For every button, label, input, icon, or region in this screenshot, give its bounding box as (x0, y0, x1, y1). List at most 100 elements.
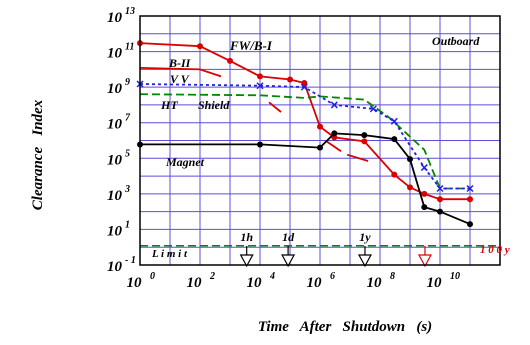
data-point (331, 130, 338, 137)
data-point (287, 76, 293, 83)
x-tick-exponent: 10 (450, 271, 460, 282)
x-tick-exponent: 8 (390, 271, 395, 282)
time-marker-label: 1h (240, 230, 253, 244)
series-layer (136, 40, 500, 247)
series-line-vv (139, 83, 470, 190)
series-b2 (139, 67, 222, 78)
fw-b1-label: FW/B-I (229, 38, 273, 53)
x-tick-exponent: 2 (209, 271, 215, 282)
data-point (257, 73, 263, 80)
y-tick-label: 10 (107, 259, 123, 275)
data-point (467, 221, 473, 228)
y-tick-label: 10 (107, 46, 123, 62)
y-tick-exponent: 13 (125, 6, 135, 17)
time-marker-label: 1d (282, 230, 295, 244)
y-tick-label: 10 (107, 10, 123, 26)
data-point (391, 171, 398, 178)
y-tick-exponent: - 1 (125, 255, 136, 266)
series-b2_segments3 (346, 153, 369, 162)
data-point (330, 101, 338, 109)
x-tick-exponent: 4 (269, 271, 275, 282)
data-point (391, 136, 398, 143)
vv-label: V V (170, 72, 190, 86)
data-point (420, 164, 428, 172)
series-line-b2_segments2 (324, 139, 342, 152)
series-line-magnet (140, 132, 471, 225)
data-point-stroke (300, 83, 308, 91)
data-point (407, 184, 413, 191)
time-marker-arrow (239, 254, 254, 268)
data-point-stroke (330, 101, 338, 109)
data-point (361, 138, 368, 145)
data-point-stroke (256, 82, 264, 90)
time-marker-arrow (417, 254, 432, 268)
series-b2_segments2 (324, 139, 342, 152)
shield-label: Shield (198, 98, 230, 112)
data-point (421, 204, 428, 211)
y-tick-label: 10 (107, 223, 123, 239)
ht-label: HT (160, 98, 178, 112)
grid (139, 15, 501, 266)
data-point (436, 184, 444, 193)
data-point (369, 105, 377, 113)
magnet-label: Magnet (165, 155, 205, 169)
y-tick-exponent: 11 (125, 42, 134, 53)
series-vv (136, 80, 474, 193)
time-marker-arrow (357, 254, 372, 268)
x-tick-label: 10 (427, 275, 443, 291)
data-point (317, 123, 323, 130)
y-tick-label: 10 (107, 152, 123, 168)
data-point (361, 132, 368, 139)
y-tick-exponent: 9 (125, 77, 130, 88)
y-tick-exponent: 3 (124, 184, 130, 195)
time-marker: 1h (239, 230, 254, 268)
y-tick-label: 10 (107, 117, 123, 133)
time-marker (417, 246, 432, 268)
x-tick-label: 10 (187, 275, 203, 291)
x-axis-label: Time After Shutdown (s) (258, 319, 432, 335)
y-tick-exponent: 5 (125, 148, 130, 159)
hundred-year-label: 1 0 0 y (480, 244, 510, 256)
data-point (300, 83, 308, 91)
x-tick-label: 10 (367, 275, 383, 291)
data-point (437, 208, 443, 215)
y-tick-exponent: 1 (125, 219, 130, 230)
x-tick-exponent: 0 (150, 271, 155, 282)
x-tick-label: 10 (307, 275, 323, 291)
data-point (437, 196, 443, 203)
data-point (421, 190, 428, 197)
data-point-stroke (466, 184, 474, 193)
series-line-b2 (139, 67, 222, 78)
data-point (257, 141, 263, 148)
data-point-stroke (420, 164, 428, 172)
y-tick-label: 10 (107, 188, 123, 204)
y-axis-label: Clearance Index (30, 99, 46, 210)
x-tick-exponent: 6 (330, 271, 335, 282)
series-shield (139, 93, 470, 190)
time-marker: 1y (357, 230, 372, 268)
y-tick-label: 10 (107, 81, 123, 97)
data-point (466, 184, 474, 193)
series-line-shield (139, 93, 470, 190)
x-tick-label: 10 (247, 275, 263, 291)
y-tick-exponent: 7 (125, 113, 131, 124)
annotation-layer: 1h 1d 1y (239, 230, 432, 268)
outboard-label: Outboard (432, 34, 480, 48)
data-point (256, 82, 264, 90)
data-point-stroke (390, 117, 398, 125)
data-point-stroke (436, 184, 444, 193)
x-tick-label: 10 (127, 275, 143, 291)
time-marker: 1d (281, 230, 296, 268)
data-point (301, 80, 308, 87)
data-point (467, 196, 473, 203)
data-point-stroke (369, 105, 377, 113)
series-magnet (137, 130, 473, 228)
series-labels: Outboard FW/B-I B-II V V HT Shield Magnet L i m… (151, 34, 510, 260)
series-b2_segments (268, 101, 282, 113)
data-point (197, 43, 203, 50)
b2-label: B-II (168, 56, 192, 70)
series-line-b2_segments3 (346, 153, 369, 162)
data-point (390, 117, 398, 125)
time-marker-label: 1y (359, 230, 371, 244)
